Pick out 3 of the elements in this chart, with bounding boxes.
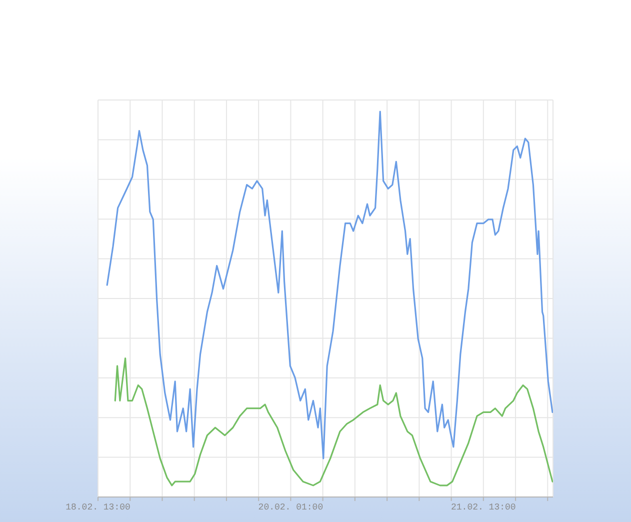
x-tick-label: 18.02. 13:00 (66, 502, 130, 512)
x-tick-label: 21.02. 13:00 (451, 502, 516, 512)
x-tick-label: 20.02. 01:00 (258, 502, 324, 512)
